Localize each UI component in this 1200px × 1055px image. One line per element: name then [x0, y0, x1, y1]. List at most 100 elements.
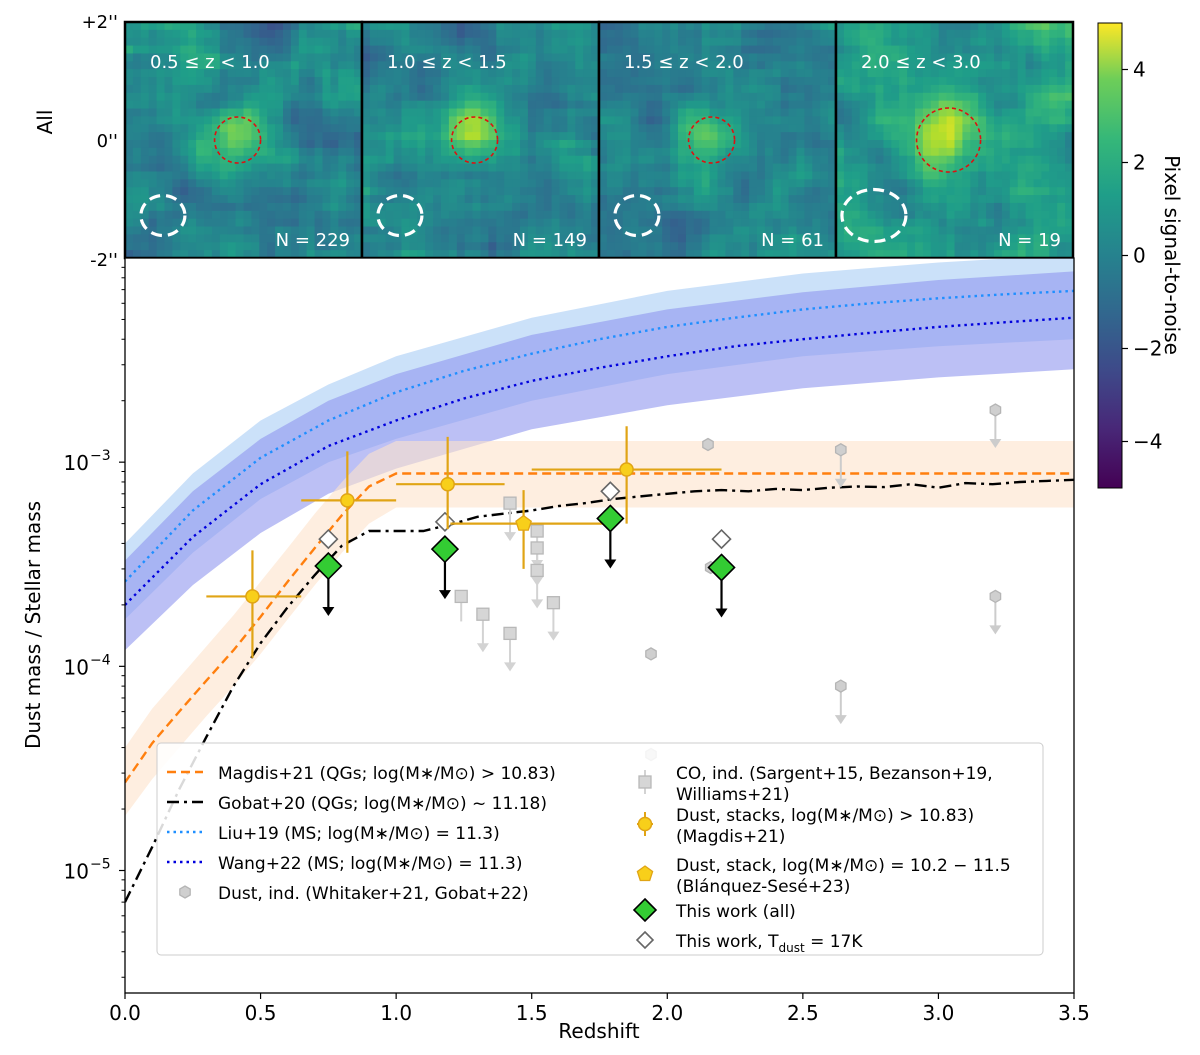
legend-item: Dust, stacks, log(M∗/M⊙) > 10.83)(Magdis… [637, 806, 974, 847]
legend-item: Dust, stack, log(M∗/M⊙) = 10.2 − 11.5(Bl… [636, 856, 1011, 897]
stack-ytick-bottom: -2'' [90, 250, 118, 271]
x-tick-label: 3.5 [1058, 1001, 1090, 1025]
co-individual-point [503, 496, 517, 510]
data-points [206, 403, 1002, 762]
co-individual-point [530, 541, 544, 555]
co-individual-point [546, 596, 561, 610]
upper-limit-arrowhead [604, 559, 617, 569]
legend-item: This work, Tdust = 17K [635, 930, 863, 955]
dust-individual-point [989, 403, 1002, 417]
target-aperture-circle [450, 116, 499, 164]
stack-panel-n-label: N = 229 [276, 230, 350, 251]
stack-panel-4: 2.0 ≤ z < 3.0 N = 19 [834, 20, 1075, 260]
upper-limit-arrowhead [834, 478, 847, 488]
legend-item: Gobat+20 (QGs; log(M∗/M⊙) ~ 11.18) [167, 794, 547, 814]
legend-marker [636, 865, 654, 882]
this-work-point [707, 553, 736, 582]
upper-limit-arrowhead [547, 631, 560, 641]
magdis-stack-point [619, 462, 634, 477]
legend-label: Gobat+20 (QGs; log(M∗/M⊙) ~ 11.18) [218, 794, 547, 814]
legend-label: Magdis+21 (QGs; log(M∗/M⊙) > 10.83) [218, 764, 556, 784]
x-axis-label: Redshift [558, 1019, 639, 1043]
colorbar-tick-label: 4 [1133, 58, 1146, 82]
this-work-17k-point [711, 528, 732, 550]
magdis-stack-point [245, 589, 260, 604]
axes-ticks: 0.0 0.5 1.0 1.5 2.0 2.5 3.0 3.510−510−410−3 [64, 266, 1090, 1025]
legend-label: Dust, stacks, log(M∗/M⊙) > 10.83) [676, 806, 974, 826]
dust-individual-point [702, 437, 714, 452]
x-tick-label: 1.5 [516, 1001, 548, 1025]
dust-individual-point [834, 443, 847, 457]
stack-panel-n-label: N = 61 [761, 230, 824, 251]
dust-individual-point [834, 679, 847, 693]
beam-ellipse [840, 187, 908, 244]
legend-label: Dust, ind. (Whitaker+21, Gobat+22) [218, 884, 529, 904]
target-aperture-circle [213, 116, 262, 164]
x-tick-label: 2.5 [787, 1001, 819, 1025]
colorbar-ticks: 4 2 0 −2 −4 [1122, 58, 1162, 454]
model-line [125, 289, 1074, 583]
legend-marker [632, 897, 658, 923]
upper-limit-arrowhead [834, 715, 847, 725]
y-tick-exponent: −5 [90, 857, 111, 873]
colorbar [1097, 22, 1123, 489]
stack-panel-1: 0.5 ≤ z < 1.0 N = 229 [123, 20, 364, 260]
legend-item: Dust, ind. (Whitaker+21, Gobat+22) [179, 884, 529, 904]
beam-ellipse [613, 193, 661, 238]
y-tick-label: 10 [64, 451, 89, 475]
upper-limit-arrowhead [504, 662, 517, 672]
stack-panel-redshift-label: 2.0 ≤ z < 3.0 [861, 52, 981, 73]
dust-individual-point [989, 589, 1002, 604]
stack-row-label: All [33, 110, 57, 135]
legend-item: Magdis+21 (QGs; log(M∗/M⊙) > 10.83) [167, 764, 556, 784]
colorbar-tick-label: −4 [1133, 430, 1162, 454]
this-work-17k-point [600, 481, 621, 502]
target-aperture-circle [687, 116, 736, 164]
model-band [125, 441, 1074, 816]
stack-panel-redshift-label: 1.0 ≤ z < 1.5 [387, 52, 507, 73]
colorbar-tick-label: −2 [1133, 337, 1162, 361]
magdis-stack-point [340, 493, 355, 508]
legend-item: Liu+19 (MS; log(M∗/M⊙) = 11.3) [167, 824, 500, 844]
legend: Magdis+21 (QGs; log(M∗/M⊙) > 10.83) Gobat… [156, 742, 1044, 956]
this-work-17k-point [434, 511, 456, 533]
stack-panel-n-label: N = 19 [998, 230, 1061, 251]
model-band [125, 271, 1074, 651]
co-individual-point [503, 626, 517, 641]
co-individual-point [530, 524, 544, 538]
colorbar-tick-label: 2 [1133, 151, 1146, 175]
x-tick-label: 0.5 [245, 1001, 277, 1025]
plot-frame [124, 257, 1075, 994]
legend-item: Wang+22 (MS; log(M∗/M⊙) = 11.3) [167, 854, 522, 874]
legend-label: This work, Tdust = 17K [675, 932, 863, 955]
stack-panel-3: 1.5 ≤ z < 2.0 N = 61 [597, 20, 838, 260]
co-individual-point [454, 589, 468, 604]
stack-panel-redshift-label: 0.5 ≤ z < 1.0 [150, 52, 270, 73]
legend-item: This work (all) [632, 897, 796, 923]
legend-label-line2: (Blánquez-Sesé+23) [676, 877, 850, 897]
legend-label: Wang+22 (MS; log(M∗/M⊙) = 11.3) [218, 854, 522, 874]
legend-label: Liu+19 (MS; log(M∗/M⊙) = 11.3) [218, 824, 500, 844]
co-individual-point [530, 563, 544, 578]
colorbar-tick-label: 0 [1133, 244, 1146, 268]
y-tick-label: 10 [64, 860, 89, 884]
upper-limit-arrowhead [438, 590, 451, 600]
stack-panel-redshift-label: 1.5 ≤ z < 2.0 [624, 52, 744, 73]
stack-ytick-top: +2'' [82, 12, 118, 33]
x-tick-label: 2.0 [651, 1001, 683, 1025]
legend-item: CO, ind. (Sargent+15, Bezanson+19,Willia… [638, 764, 993, 805]
upper-limit-arrowhead [504, 532, 517, 542]
model-bands [125, 258, 1074, 816]
legend-label-line2: Williams+21) [676, 785, 790, 805]
stack-images: 0.5 ≤ z < 1.0 N = 229 1.0 ≤ z < 1.5 N = 149… [123, 20, 1075, 260]
legend-marker [635, 930, 655, 950]
upper-limit-arrowhead [715, 608, 728, 618]
legend-label: This work (all) [675, 902, 796, 922]
upper-limit-arrowhead [989, 625, 1002, 635]
y-tick-label: 10 [64, 655, 89, 679]
legend-label: CO, ind. (Sargent+15, Bezanson+19, [676, 764, 993, 784]
dust-individual-point [645, 647, 657, 661]
model-lines [125, 289, 1074, 903]
colorbar-label: Pixel signal-to-noise [1160, 155, 1184, 355]
target-aperture-circle [915, 107, 982, 173]
